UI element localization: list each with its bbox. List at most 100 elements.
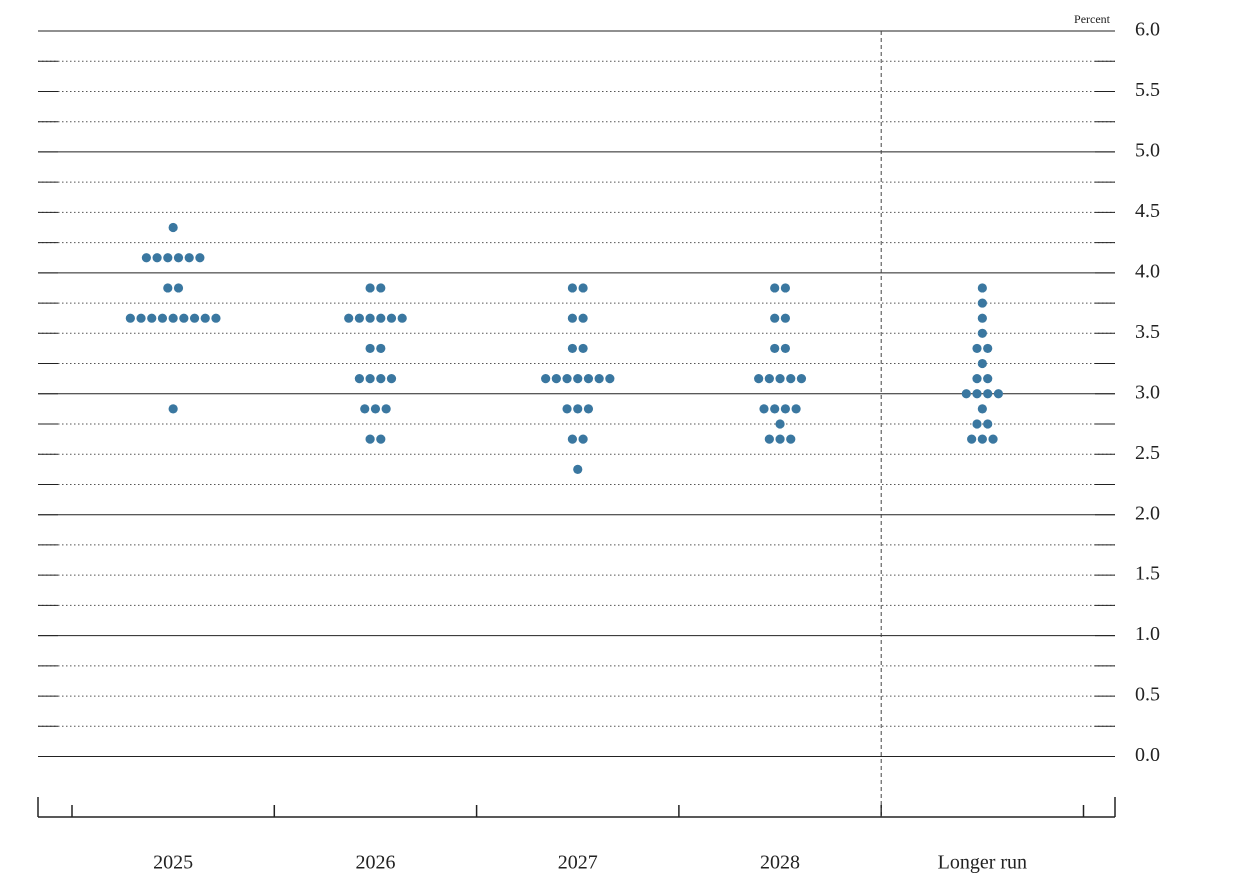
y-tick-label: 3.0 [1135,381,1160,403]
dot [594,374,604,384]
dot [578,434,588,444]
dot [179,313,189,323]
dot [583,374,594,384]
y-tick-label: 5.5 [1135,79,1160,101]
dot [775,434,785,444]
dot [573,464,583,474]
dot [977,283,987,293]
dot [360,404,370,414]
dot [972,343,982,354]
dot [578,343,588,354]
dot [961,389,971,399]
dot [163,253,173,263]
dot [397,313,407,323]
dot [354,313,364,323]
dot [983,389,993,399]
dot [775,419,785,429]
dot [173,283,184,293]
dot [386,374,397,384]
dot [786,374,796,384]
dot [977,358,987,369]
dot [791,404,801,414]
dot [770,283,780,293]
dot [541,374,551,384]
dot [344,313,354,323]
dot [195,253,205,263]
x-tick-label: Longer run [938,852,1027,874]
dot [376,374,386,384]
dot [977,434,987,444]
dot [152,253,162,263]
dot [605,374,615,384]
dot [993,389,1004,399]
dot [354,374,364,384]
dot [184,253,194,263]
dot [168,313,178,323]
dot [125,313,135,323]
y-tick-label: 1.5 [1135,563,1160,585]
dot [567,313,578,323]
y-tick-label: 5.0 [1135,140,1160,162]
dot [573,374,583,384]
dot [365,313,375,323]
dot [754,374,764,384]
dot [386,313,397,323]
y-tick-label: 2.5 [1135,442,1160,464]
dot [583,404,594,414]
dot [983,419,993,429]
y-tick-label: 2.0 [1135,502,1160,524]
dot [567,283,578,293]
x-tick-label: 2027 [558,852,598,874]
dot [365,283,375,293]
dot [376,343,386,354]
dot [977,298,987,308]
x-tick-label: 2026 [355,852,395,874]
dot [780,283,791,293]
dot [211,313,221,323]
dot [189,313,200,323]
dot [567,343,578,354]
dot [780,313,791,323]
dot [163,283,173,293]
dot [147,313,157,323]
dot [786,434,796,444]
dot [365,343,375,354]
y-tick-label: 4.5 [1135,200,1160,222]
dot [764,434,774,444]
dot [972,419,982,429]
dot [759,404,769,414]
dot [173,253,184,263]
dot [376,283,386,293]
dot [376,313,386,323]
dot [157,313,168,323]
y-tick-label: 1.0 [1135,623,1160,645]
dot [551,374,561,384]
y-tick-label: 0.0 [1135,744,1160,766]
y-tick-label: 4.0 [1135,260,1160,282]
dot [168,404,178,414]
dot [370,404,381,414]
x-tick-label: 2028 [760,852,800,874]
dot [977,328,987,338]
dot [780,404,791,414]
dot [983,374,993,384]
dot [972,374,982,384]
dot [578,283,588,293]
dot [983,343,993,354]
y-tick-label: 3.5 [1135,321,1160,343]
dot [562,374,572,384]
dot [365,374,375,384]
dot [977,313,987,323]
dot [136,313,146,323]
y-axis-title: Percent [1074,12,1111,26]
dot [796,374,807,384]
y-tick-label: 0.5 [1135,684,1160,706]
dot [770,343,780,354]
dot [770,313,780,323]
dot [967,434,977,444]
dot [775,374,785,384]
dot [141,253,151,263]
dot [780,343,791,354]
y-tick-label: 6.0 [1135,19,1160,41]
